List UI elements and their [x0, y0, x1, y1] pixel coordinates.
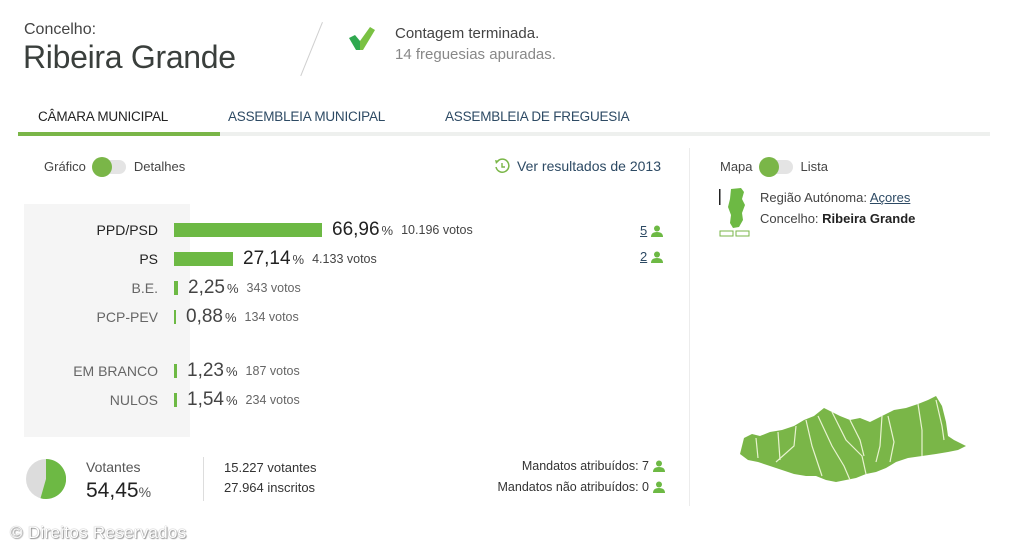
seats-ppd-psd[interactable]: 5	[640, 223, 664, 238]
turnout-label: Votantes	[86, 459, 141, 475]
registered-count: 27.964 inscritos	[224, 480, 316, 495]
result-votes: 187 votos	[245, 364, 300, 378]
municipality-title: Ribeira Grande	[23, 39, 236, 75]
person-icon	[651, 225, 664, 237]
result-row: PCP-PEV 0,88% 134 votos	[24, 306, 299, 328]
result-votes: 4.133 votos	[312, 252, 377, 266]
result-percent: 1,54	[187, 389, 224, 410]
map-toggle-row: Mapa Lista	[720, 156, 828, 177]
previous-results-link[interactable]: Ver resultados de 2013	[494, 158, 661, 174]
tab-assembleia-municipal[interactable]: ASSEMBLEIA MUNICIPAL	[228, 109, 386, 124]
toggle-label-detalhes[interactable]: Detalhes	[133, 159, 186, 174]
panel-divider	[689, 148, 690, 506]
toggle-knob	[91, 156, 112, 177]
municipality-label: Concelho:	[24, 21, 97, 38]
election-tabs: CÂMARA MUNICIPAL ASSEMBLEIA MUNICIPAL AS…	[18, 105, 990, 136]
result-row: EM BRANCO 1,23% 187 votos	[24, 360, 300, 382]
history-link-label: Ver resultados de 2013	[517, 158, 661, 174]
history-icon	[495, 158, 510, 173]
toggle-label-mapa[interactable]: Mapa	[720, 159, 753, 174]
toggle-label-lista[interactable]: Lista	[800, 159, 828, 174]
result-row: PS 27,14% 4.133 votos	[24, 248, 377, 270]
region-line: Região Autónoma: Açores	[760, 190, 911, 205]
result-votes: 234 votos	[245, 393, 300, 407]
result-bar	[174, 223, 322, 237]
result-row: PPD/PSD 66,96% 10.196 votos	[24, 219, 473, 241]
result-votes: 134 votos	[244, 310, 299, 324]
result-bar	[174, 364, 177, 378]
seats-unassigned: Mandatos não atribuídos: 0	[498, 480, 665, 494]
turnout-pie-chart	[26, 459, 66, 499]
check-icon	[349, 27, 375, 50]
person-icon	[653, 481, 665, 493]
result-bar	[174, 393, 177, 407]
tab-camara-municipal[interactable]: CÂMARA MUNICIPAL	[38, 109, 169, 124]
region-link-acores[interactable]: Açores	[869, 190, 911, 205]
header-divider	[300, 22, 323, 77]
portugal-minimap-icon[interactable]	[719, 187, 753, 239]
result-bar	[174, 281, 178, 295]
voters-count: 15.227 votantes	[224, 460, 317, 475]
result-votes: 343 votos	[246, 281, 301, 295]
view-toggle[interactable]	[91, 156, 126, 177]
person-icon	[651, 251, 664, 263]
municipality-map[interactable]	[736, 396, 972, 486]
party-name: PCP-PEV	[96, 309, 158, 325]
seats-ps[interactable]: 2	[640, 249, 664, 264]
turnout-divider	[203, 457, 204, 501]
result-percent: 2,25	[188, 277, 225, 298]
view-toggle-row: Gráfico Detalhes	[44, 156, 186, 177]
party-name: B.E.	[131, 280, 158, 296]
toggle-label-grafico[interactable]: Gráfico	[44, 159, 86, 174]
party-labels-background	[24, 204, 190, 437]
party-name: EM BRANCO	[73, 363, 158, 379]
result-percent: 1,23	[187, 360, 224, 381]
result-votes: 10.196 votos	[401, 223, 473, 237]
party-name: PS	[139, 251, 158, 267]
concelho-line: Concelho: Ribeira Grande	[760, 211, 916, 226]
result-bar	[174, 310, 176, 324]
seats-assigned: Mandatos atribuídos: 7	[522, 459, 665, 473]
copyright-notice: © Direitos Reservados	[10, 523, 187, 542]
tab-assembleia-freguesia[interactable]: ASSEMBLEIA DE FREGUESIA	[445, 109, 630, 124]
turnout-percent: 54,45%	[86, 479, 152, 502]
result-percent: 0,88	[186, 306, 223, 327]
person-icon	[653, 460, 665, 472]
parishes-counted: 14 freguesias apuradas.	[395, 46, 556, 63]
party-name: NULOS	[109, 392, 158, 408]
result-percent: 66,96	[332, 219, 380, 240]
result-bar	[174, 252, 233, 266]
count-status: Contagem terminada.	[395, 25, 540, 42]
party-name: PPD/PSD	[96, 222, 158, 238]
active-tab-indicator	[18, 132, 220, 136]
result-row: B.E. 2,25% 343 votos	[24, 277, 301, 299]
map-list-toggle[interactable]	[758, 156, 793, 177]
result-row: NULOS 1,54% 234 votos	[24, 389, 300, 411]
result-percent: 27,14	[243, 248, 291, 269]
toggle-knob	[758, 156, 779, 177]
